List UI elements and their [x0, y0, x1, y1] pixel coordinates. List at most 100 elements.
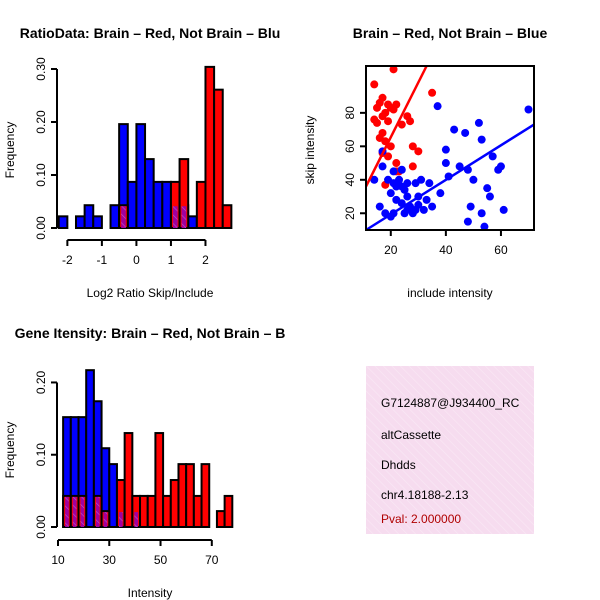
- intensity-x-tick-label-3: 70: [205, 553, 219, 567]
- info-gene-name: Dhdds: [381, 458, 416, 472]
- ratio-x-tick-label-3: 1: [168, 253, 175, 267]
- intensity-histogram-ylabel: Frequency: [3, 422, 17, 479]
- intensity-histogram-axes: 10 30 50 70 0.00 0.10 0.20: [34, 370, 219, 567]
- scatter-y-tick-label-1: 40: [343, 173, 357, 187]
- intensity-overlap-hatch-5: [103, 512, 108, 527]
- scatter-point-not-brain-32: [428, 202, 437, 211]
- scatter-point-not-brain-44: [469, 175, 478, 184]
- ratio-overlap-hatch-11: [172, 206, 178, 228]
- scatter-point-not-brain-17: [400, 185, 409, 194]
- scatter-point-brain-18: [392, 100, 401, 109]
- ratio-x-tick-label-1: -1: [97, 253, 108, 267]
- ratio-bar-brain-4: [204, 65, 216, 229]
- scatter-point-brain-15: [386, 142, 395, 151]
- scatter-point-brain-23: [406, 117, 415, 126]
- scatter-axes: 20 40 60 20 40 60 80: [343, 65, 535, 257]
- scatter-point-not-brain-14: [397, 165, 406, 174]
- ratio-x-tick-label-4: 2: [202, 253, 209, 267]
- scatter-point-brain-6: [378, 93, 387, 102]
- intensity-bar-brain-10: [154, 432, 165, 528]
- intensity-x-tick-label-1: 30: [103, 553, 117, 567]
- intensity-bar-brain-15: [192, 494, 203, 529]
- scatter-point-not-brain-49: [483, 184, 492, 193]
- scatter-point-not-brain-30: [422, 195, 431, 204]
- ratio-bar-not-brain-4: [109, 204, 121, 230]
- intensity-x-tick-label-2: 50: [154, 553, 168, 567]
- intensity-overlap-hatch-4: [95, 496, 100, 527]
- ratio-histogram-ylabel: Frequency: [3, 122, 17, 179]
- scatter-point-not-brain-54: [524, 105, 533, 114]
- ratio-y-tick-label-2: 0.20: [34, 110, 48, 134]
- intensity-y-tick-label-0: 0.00: [34, 515, 48, 539]
- ratio-histogram-xlabel: Log2 Ratio Skip/Include: [87, 286, 214, 300]
- intensity-bar-brain-16: [200, 463, 211, 529]
- scatter-point-not-brain-28: [417, 175, 426, 184]
- scatter-point-not-brain-0: [370, 175, 379, 184]
- intensity-bar-brain-12: [169, 479, 180, 529]
- scatter-point-not-brain-11: [392, 182, 401, 191]
- intensity-scatter-panel: Brain – Red, Not Brain – Blue 20 40 60 20 40…: [303, 25, 547, 300]
- ratio-histogram-bars: [57, 65, 233, 230]
- scatter-point-not-brain-29: [419, 205, 428, 214]
- scatter-fit-line-brain: [364, 65, 428, 188]
- intensity-histogram-bars: [62, 369, 234, 529]
- intensity-bar-brain-14: [185, 463, 195, 529]
- ratio-bar-not-brain-3: [92, 215, 103, 229]
- scatter-point-brain-12: [384, 117, 393, 126]
- intensity-histogram-title: Gene Itensity: Brain – Red, Not Brain – …: [15, 325, 286, 341]
- scatter-ylabel: skip intensity: [303, 116, 317, 185]
- scatter-point-not-brain-47: [477, 209, 486, 218]
- scatter-title: Brain – Red, Not Brain – Blue: [353, 25, 548, 41]
- scatter-point-not-brain-40: [461, 128, 470, 137]
- ratio-bar-not-brain-6: [126, 180, 138, 229]
- intensity-y-tick-label-2: 0.20: [34, 370, 48, 394]
- ratio-bar-not-brain-1: [74, 215, 86, 229]
- intensity-bar-brain-11: [162, 494, 172, 529]
- scatter-point-not-brain-13: [395, 175, 404, 184]
- ratio-y-tick-label-1: 0.10: [34, 163, 48, 187]
- scatter-xlabel: include intensity: [407, 286, 492, 300]
- ratio-bar-brain-6: [221, 204, 233, 230]
- scatter-point-brain-29: [428, 88, 437, 97]
- scatter-point-brain-24: [408, 142, 417, 151]
- scatter-point-not-brain-52: [496, 162, 505, 171]
- ratio-bar-brain-5: [213, 88, 224, 229]
- intensity-overlap-hatch-2: [80, 496, 85, 527]
- ratio-bar-not-brain-0: [57, 215, 69, 229]
- ratio-y-tick-label-0: 0.00: [34, 216, 48, 240]
- scatter-fit-line-not-brain: [365, 123, 535, 232]
- info-panel: G7124887@J934400_RC altCassette Dhdds ch…: [366, 366, 534, 534]
- scatter-plot-frame: [365, 65, 535, 231]
- intensity-bar-brain-17: [215, 510, 226, 529]
- intensity-bar-brain-13: [177, 463, 188, 529]
- intensity-bar-not-brain-3: [85, 369, 95, 528]
- scatter-point-not-brain-34: [436, 189, 445, 198]
- intensity-bar-not-brain-6: [108, 463, 118, 529]
- scatter-point-not-brain-53: [499, 205, 508, 214]
- scatter-point-not-brain-36: [441, 145, 450, 154]
- scatter-point-not-brain-50: [485, 192, 494, 201]
- info-pvalue: Pval: 2.000000: [381, 512, 461, 526]
- ratio-x-tick-label-0: -2: [62, 253, 73, 267]
- intensity-bar-brain-18: [223, 494, 234, 529]
- info-event-id: G7124887@J934400_RC: [381, 396, 520, 410]
- scatter-point-brain-19: [392, 159, 401, 168]
- info-panel-hatching: [366, 366, 534, 534]
- intensity-overlap-hatch-0: [65, 496, 69, 527]
- scatter-point-not-brain-48: [480, 222, 489, 231]
- intensity-bar-brain-6: [123, 432, 134, 528]
- info-event-type: altCassette: [381, 428, 441, 442]
- ratio-bar-not-brain-7: [135, 123, 147, 229]
- scatter-point-not-brain-20: [403, 192, 412, 201]
- ratio-x-tick-label-2: 0: [133, 253, 140, 267]
- ratio-overlap-hatch-12: [181, 206, 187, 228]
- scatter-point-not-brain-35: [441, 159, 450, 168]
- intensity-x-tick-label-0: 10: [51, 553, 65, 567]
- intensity-overlap-hatch-1: [72, 496, 77, 527]
- intensity-y-tick-label-1: 0.10: [34, 443, 48, 467]
- scatter-point-brain-3: [373, 118, 382, 127]
- ratio-bar-not-brain-10: [161, 180, 172, 229]
- scatter-point-not-brain-3: [378, 162, 387, 171]
- scatter-point-not-brain-6: [386, 189, 395, 198]
